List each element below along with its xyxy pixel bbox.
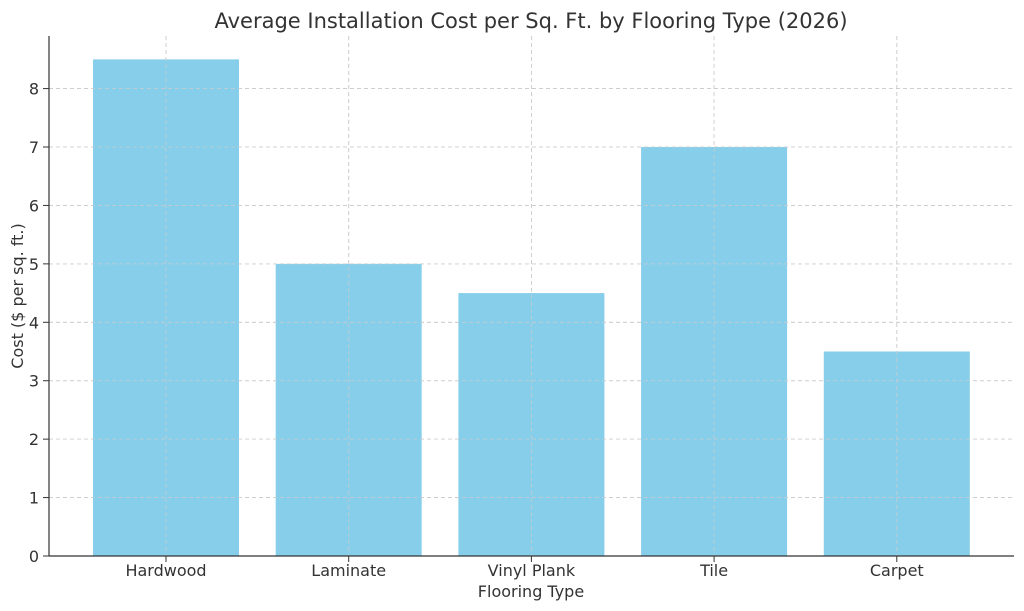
- y-tick-label: 1: [29, 489, 39, 508]
- y-tick-label: 2: [29, 430, 39, 449]
- y-axis-label: Cost ($ per sq. ft.): [8, 223, 27, 368]
- x-tick-label: Tile: [699, 561, 728, 580]
- y-tick-label: 5: [29, 255, 39, 274]
- x-tick-label: Hardwood: [125, 561, 206, 580]
- bar-hardwood: [93, 59, 239, 556]
- x-tick-label: Vinyl Plank: [488, 561, 576, 580]
- y-tick-label: 4: [29, 313, 39, 332]
- x-axis-label: Flooring Type: [478, 582, 584, 601]
- y-tick-label: 8: [29, 80, 39, 99]
- axes: [43, 36, 1014, 562]
- bars: [49, 36, 1014, 556]
- y-tick-label: 3: [29, 372, 39, 391]
- x-tick-label: Laminate: [311, 561, 386, 580]
- y-tick-label: 0: [29, 547, 39, 566]
- x-tick-label: Carpet: [870, 561, 924, 580]
- y-tick-label: 6: [29, 196, 39, 215]
- chart-title: Average Installation Cost per Sq. Ft. by…: [214, 9, 847, 33]
- y-tick-label: 7: [29, 138, 39, 157]
- tick-labels: 0 1 2 3 4 5 6 7 8 Hardwood Laminate Vinyl Plank Tile…: [29, 80, 924, 580]
